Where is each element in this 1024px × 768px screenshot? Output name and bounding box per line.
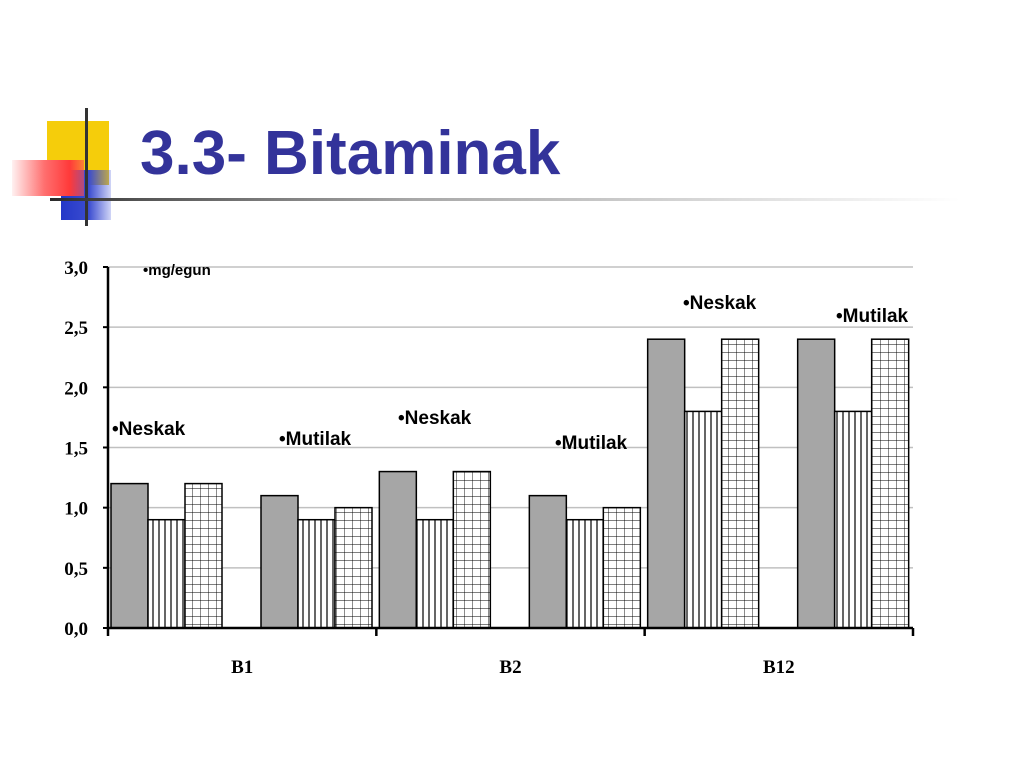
bar-group-annotation: •Mutilak [836,306,909,327]
bar-solid-gray [110,482,149,629]
bar-group-annotation: •Mutilak [279,429,352,450]
unit-label: •mg/egun [143,262,211,279]
y-tick-label: 3,0 [64,258,88,279]
bar-grid-pattern [452,470,492,629]
bar-group-annotation: •Mutilak [555,433,628,454]
bar-vertical-stripes [565,518,605,629]
title-underline [50,198,960,201]
bar-vertical-stripes [833,410,873,629]
bar-solid-gray [260,494,299,629]
bar-grid-pattern [870,338,910,629]
x-category-label: B1 [231,657,253,678]
bar-vertical-stripes [415,518,455,629]
bar-grid-pattern [184,482,223,629]
bar-grid-pattern [334,506,373,629]
bar-group-annotation: •Neskak [398,408,472,429]
bar-solid-gray [378,470,418,629]
bar-vertical-stripes [297,518,336,629]
x-category-label: B12 [763,657,795,678]
bar-group-annotation: •Neskak [112,419,186,440]
bar-grid-pattern [720,338,760,629]
decor-vertical-line [85,108,88,226]
y-tick-label: 1,0 [64,499,88,520]
bar-solid-gray [796,338,836,629]
bar-solid-gray [646,338,686,629]
y-tick-label: 0,0 [64,619,88,640]
bar-solid-gray [528,494,568,629]
y-tick-label: 2,0 [64,378,88,399]
bar-vertical-stripes [683,410,723,629]
bar-group-annotation: •Neskak [683,293,757,314]
y-tick-label: 1,5 [64,439,88,460]
decor-red-bar [12,160,84,196]
y-tick-label: 0,5 [64,559,88,580]
y-tick-label: 2,5 [64,318,88,339]
x-category-label: B2 [499,657,521,678]
bar-vertical-stripes [147,518,186,629]
bar-grid-pattern [602,506,642,629]
slide-title: 3.3- Bitaminak [140,119,561,188]
